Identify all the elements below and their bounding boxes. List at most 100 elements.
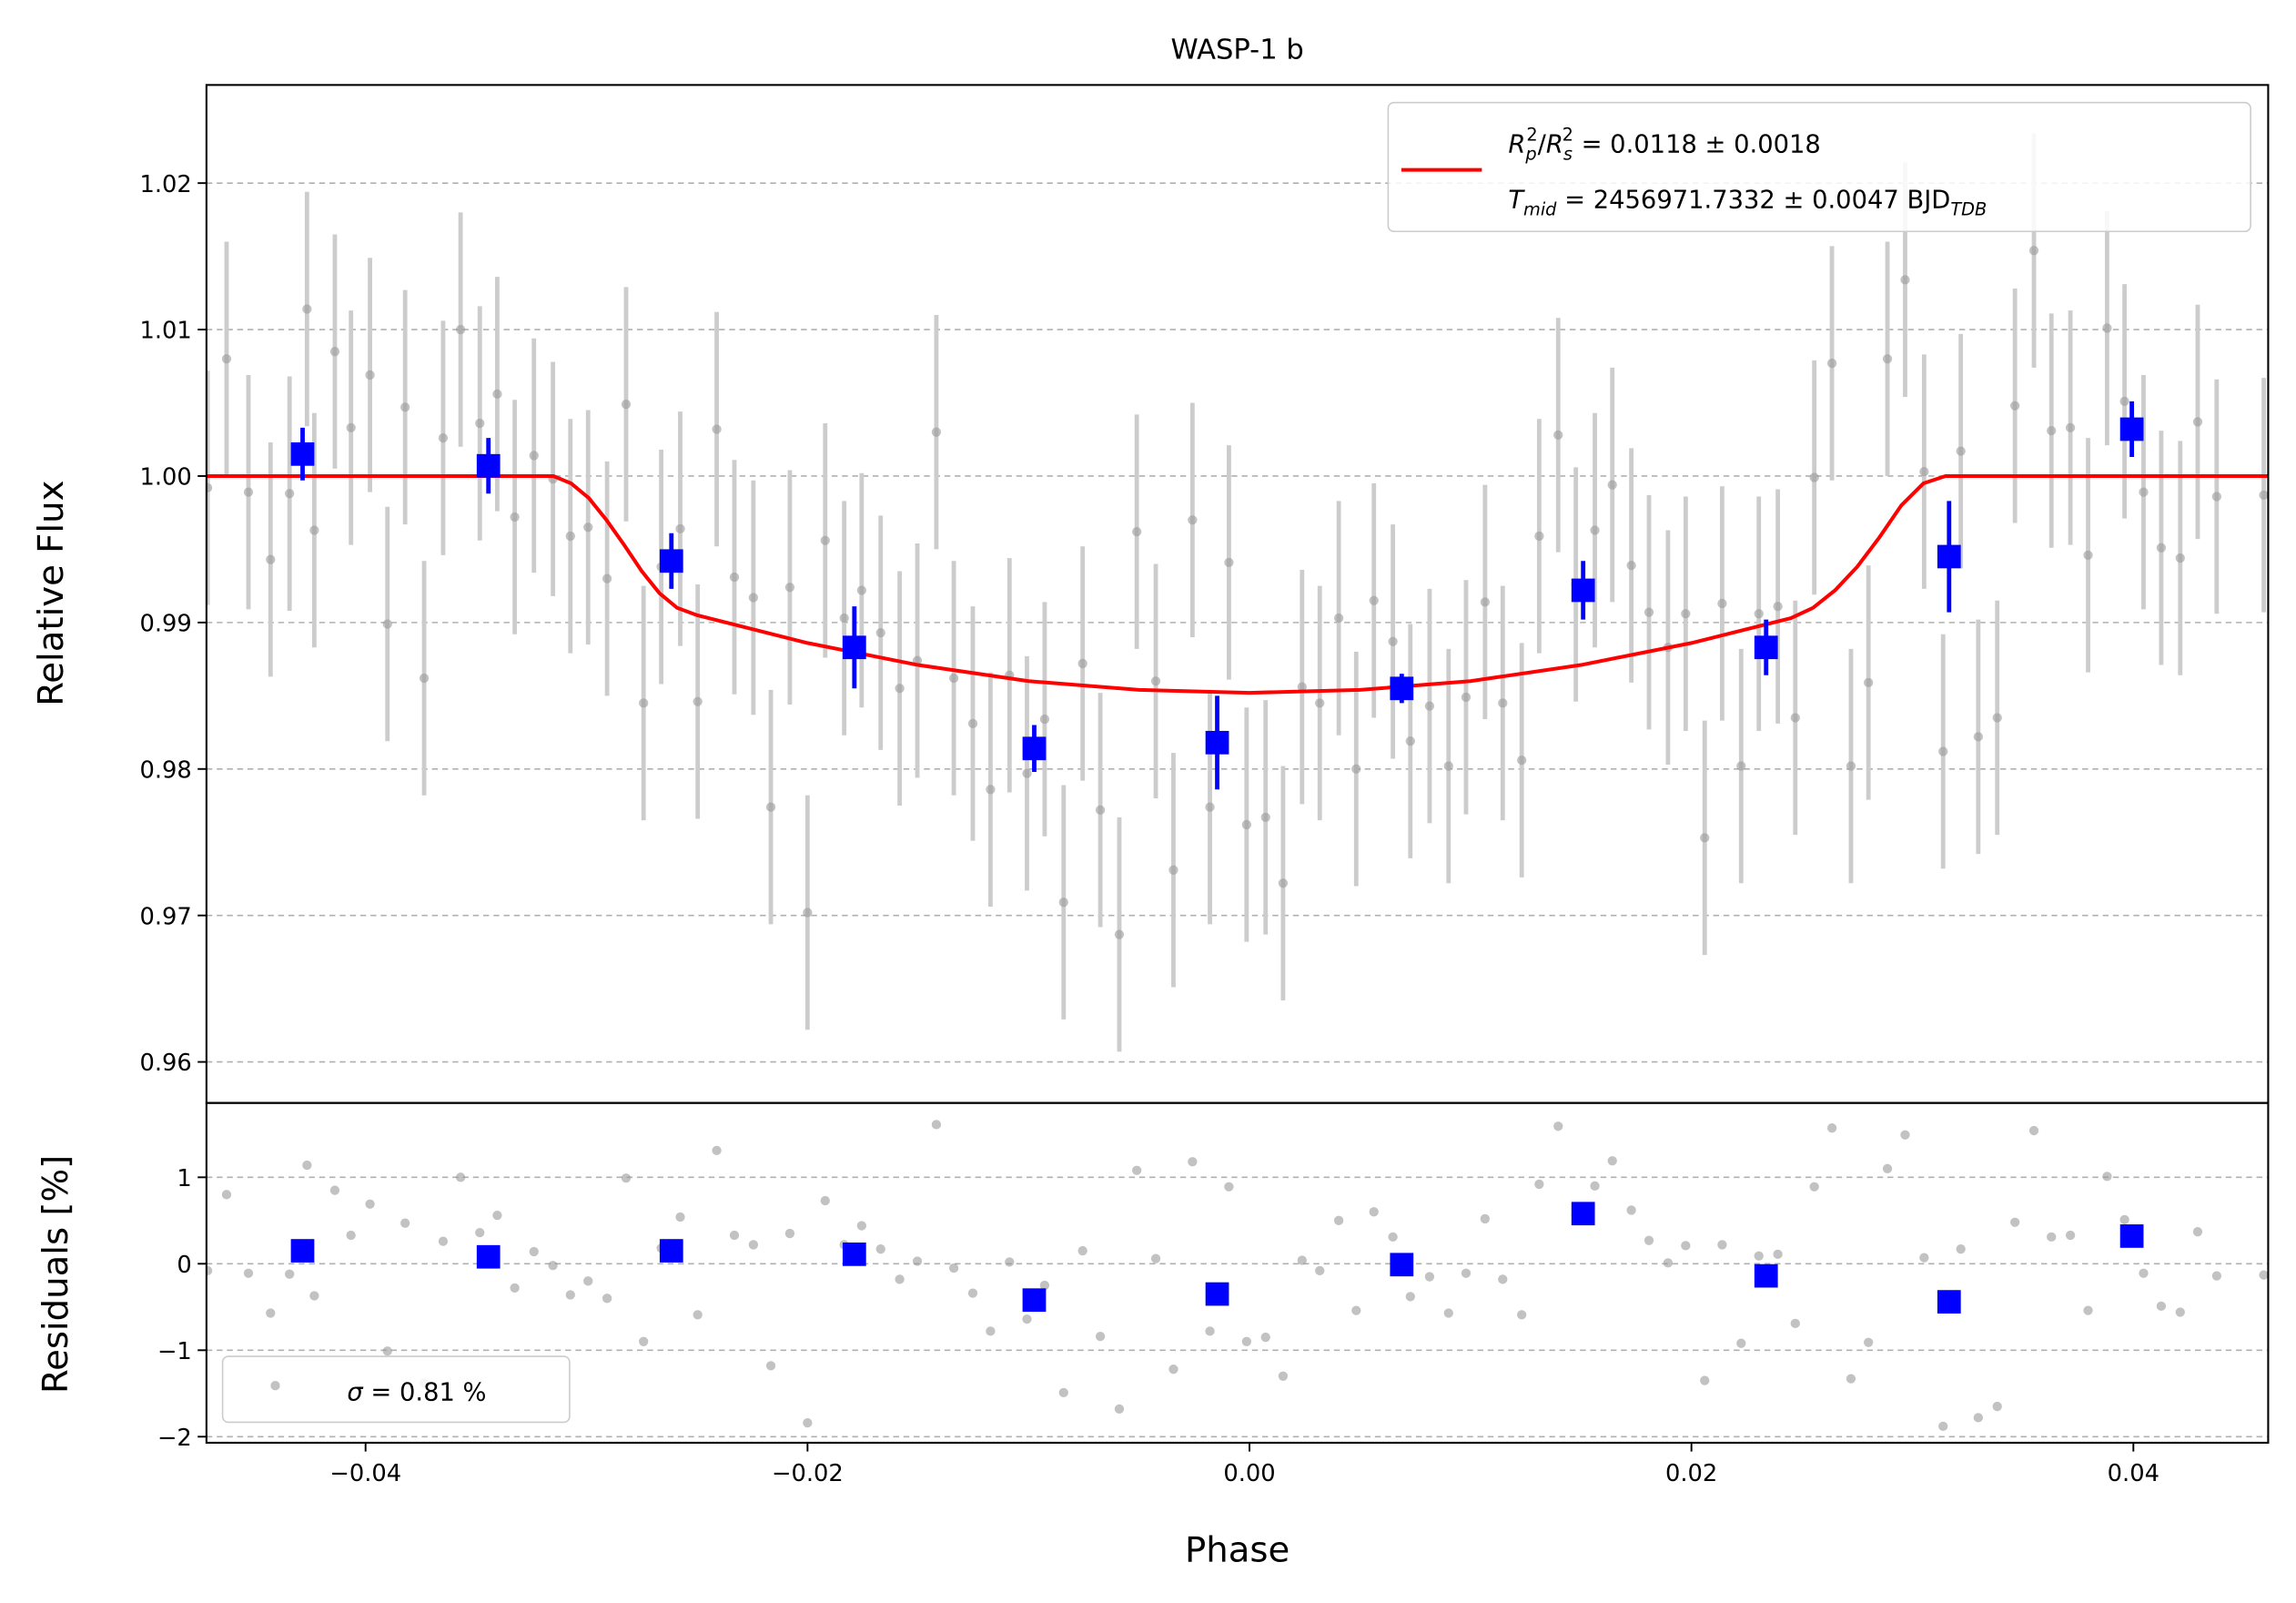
data-point [2192,417,2203,427]
data-point [1773,1249,1783,1260]
binned-point [659,1239,683,1263]
data-point [1534,1179,1544,1190]
data-point [1517,755,1527,766]
data-point [1517,1310,1527,1320]
data-point [2119,396,2129,407]
data-point [1864,677,1874,687]
data-point [856,585,867,595]
y-tick-label: 1.00 [139,464,191,492]
data-point [1297,1255,1307,1265]
data-point [602,1294,612,1304]
data-point [1095,805,1106,815]
data-point [2259,490,2269,501]
binned-point [290,441,315,466]
binned-point [1205,1282,1229,1306]
data-point [1626,560,1636,571]
data-point [2047,425,2057,436]
binned-point [842,1242,866,1266]
data-point [1205,1326,1215,1336]
data-point [1405,736,1415,746]
data-point [948,673,959,684]
data-point [803,908,813,918]
binned-point [1390,1253,1414,1277]
data-point [1132,526,1142,537]
data-point [2156,543,2167,553]
axes: 0.96 0.97 0.98 0.99 1.00 1.01 1.02 −2 −1 0 1 −0.04 −… [139,84,2270,1487]
data-point [346,422,356,433]
data-point [583,1276,593,1286]
x-tick-label: 0.04 [2108,1460,2159,1487]
data-point [1736,1338,1746,1348]
data-point [455,1172,466,1182]
data-point [548,1261,558,1271]
y-axis-label: Relative Flux [31,481,72,706]
data-point [1553,1121,1563,1131]
data-point [1188,1157,1198,1167]
data-point [948,1263,959,1273]
data-point [1864,1337,1874,1347]
data-point [1809,1182,1819,1192]
data-point [1626,1205,1636,1215]
x-tick-label: 0.02 [1665,1460,1717,1487]
data-point [875,627,885,638]
data-point [1717,598,1727,609]
data-point [475,418,485,429]
legend-label: Tmid = 2456971.7332 ± 0.0047 BJDTDB [1508,187,1987,220]
data-point [2139,487,2149,497]
data-point [1644,607,1654,617]
data-point [1882,354,1893,364]
x-axis-label: Phase [1185,1529,1290,1570]
plot-frame [205,1101,2270,1444]
data-point [1260,1332,1270,1343]
binned-point [1022,736,1047,761]
data-point [856,1221,867,1231]
data-point [931,427,942,437]
data-point [583,522,593,533]
data-point [931,1120,942,1130]
data-point [309,1291,319,1301]
data-point [1590,525,1600,535]
data-point [1443,761,1453,771]
data-point [1005,1257,1015,1267]
data-point [1919,466,1929,477]
data-point [2175,1307,2185,1317]
binned-point [1571,578,1595,603]
data-point [221,354,232,364]
data-point [1315,698,1325,708]
data-point [382,1346,392,1356]
data-point [2119,1214,2129,1225]
data-point [912,1256,923,1266]
binned-point [2119,417,2144,441]
y-tick-label: 0.99 [139,611,191,638]
data-point [712,424,722,434]
data-point [1424,701,1435,711]
data-point [1607,480,1617,490]
data-point [221,1190,232,1200]
data-point [1039,1280,1050,1291]
binned-point [1754,1263,1778,1288]
data-point [285,1269,295,1279]
data-point [1498,1274,1508,1284]
data-point [748,1240,759,1250]
data-point [1369,595,1379,605]
y-tick-label: 1.01 [139,318,191,345]
data-point [1973,732,1983,742]
data-point [206,482,213,492]
data-point [2083,1305,2093,1315]
data-point [2065,422,2076,433]
data-point [1114,1404,1125,1415]
data-point [986,785,996,795]
data-point [1351,1305,1361,1315]
data-point [675,523,685,534]
data-point [1480,597,1491,607]
data-point [1956,446,1966,456]
data-point [266,1308,276,1318]
data-point [1241,819,1251,830]
data-point [895,1274,905,1284]
data-point [1388,1232,1398,1243]
data-point [1790,713,1800,723]
data-point [1058,898,1068,908]
data-point [1424,1272,1435,1282]
data-point [839,613,849,624]
